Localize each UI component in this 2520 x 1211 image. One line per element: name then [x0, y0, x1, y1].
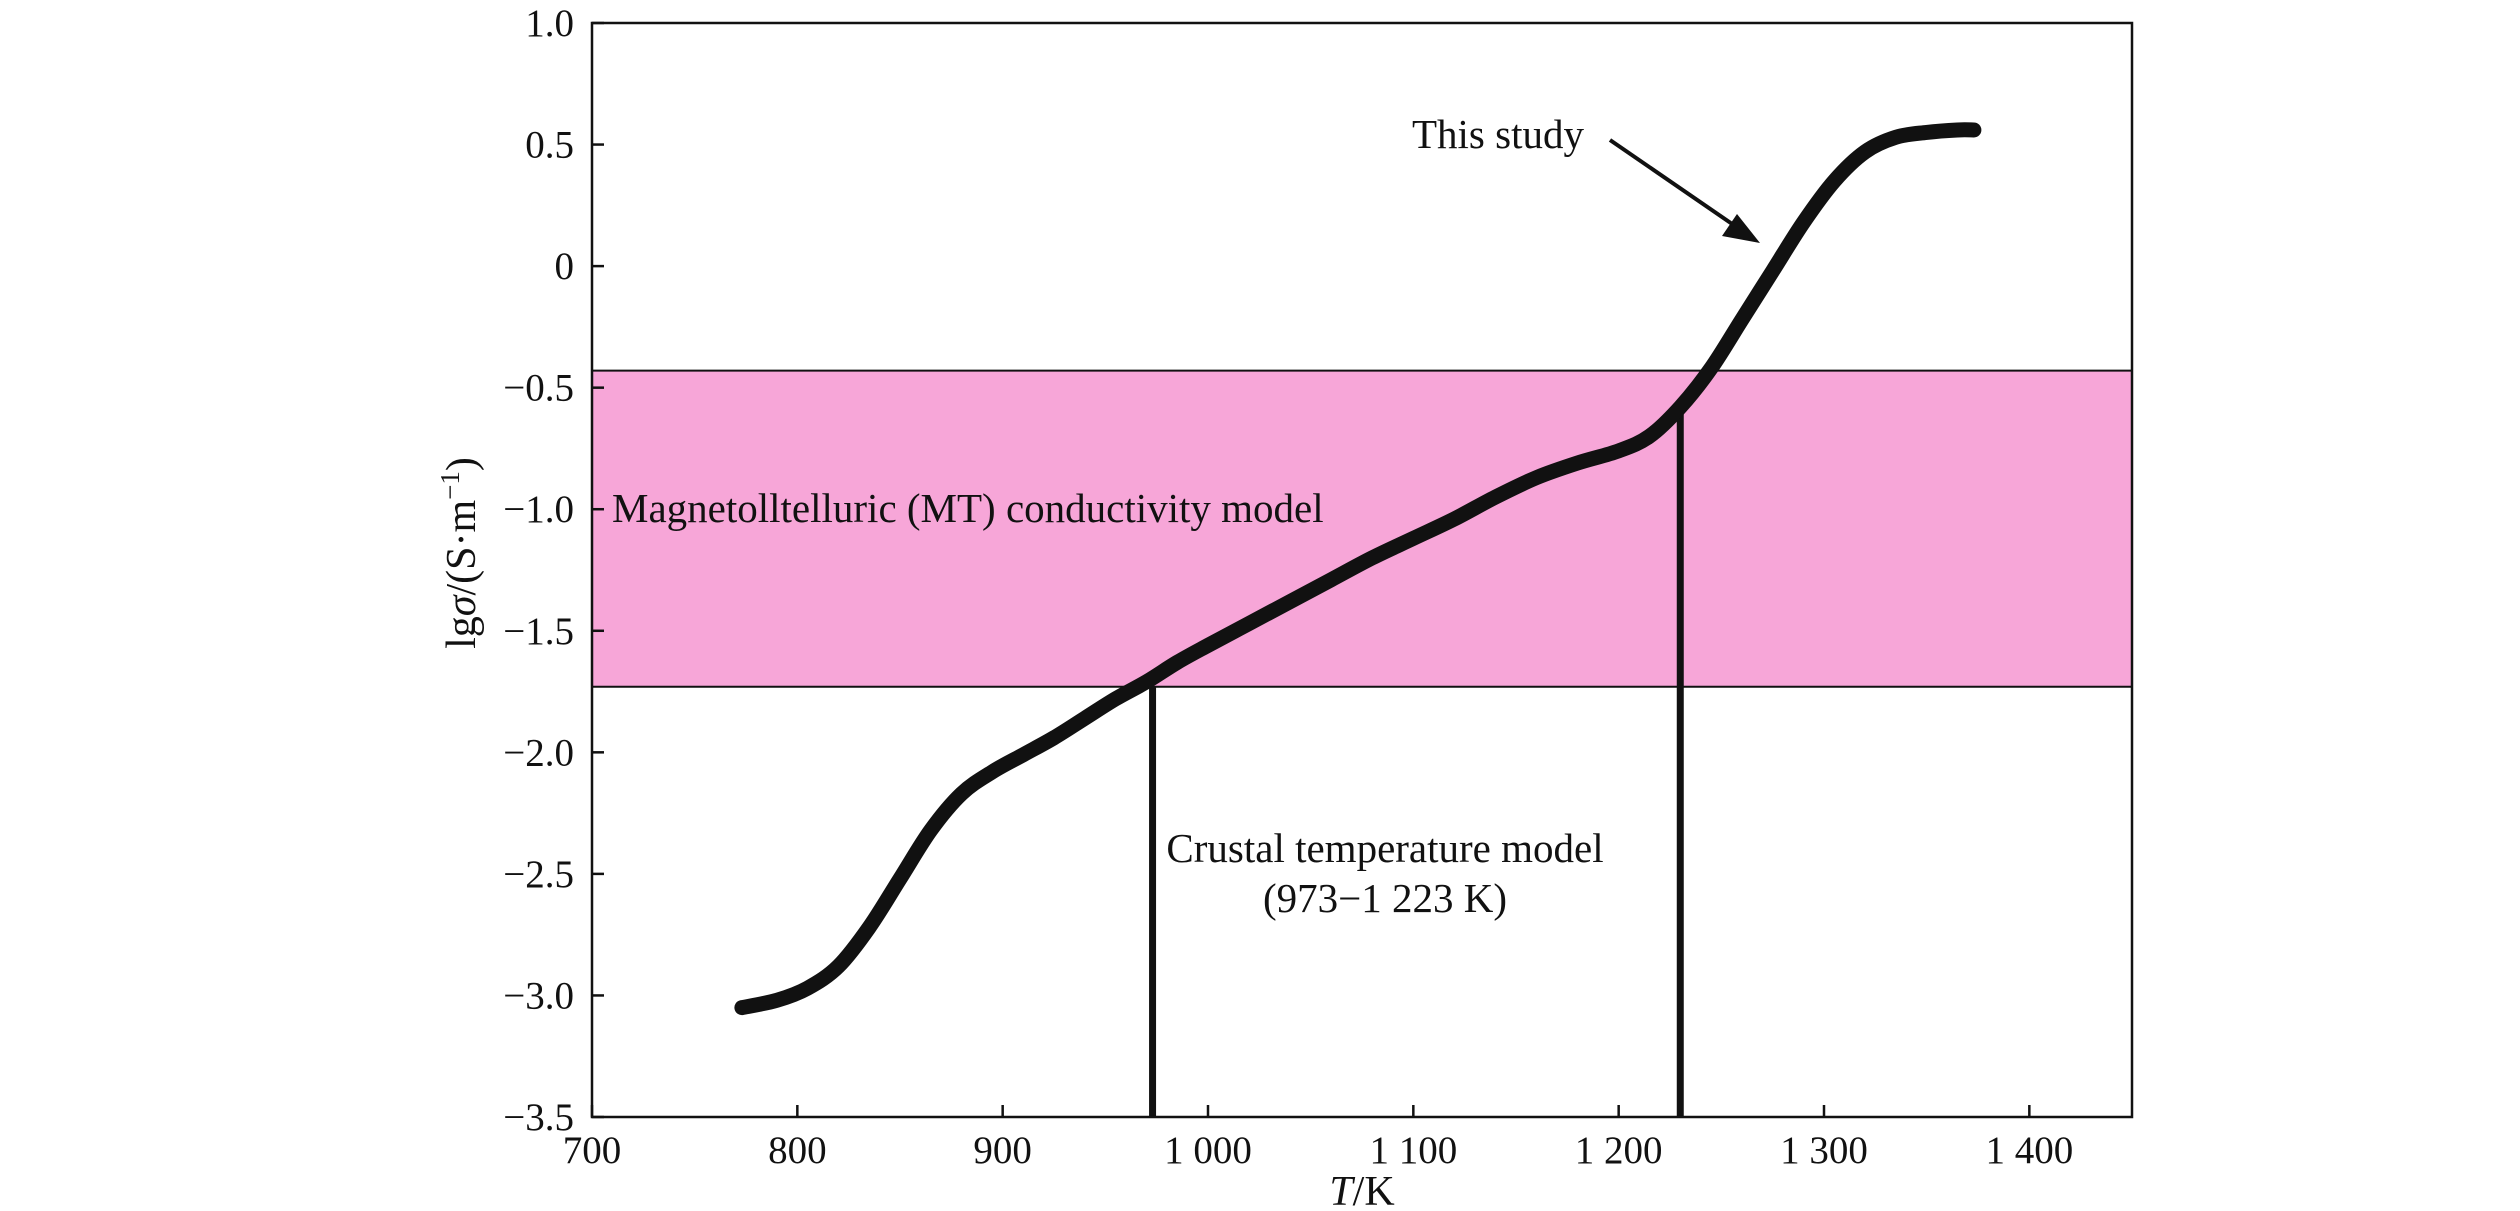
y-axis-symbol: σ — [439, 593, 485, 616]
x-tick-label: 1 400 — [1985, 1129, 2073, 1172]
y-tick-label: −2.0 — [503, 731, 574, 774]
x-tick-label: 1 300 — [1780, 1129, 1868, 1172]
x-tick-label: 1 100 — [1369, 1129, 1457, 1172]
x-tick-label: 800 — [768, 1129, 827, 1172]
y-tick-label: 0.5 — [525, 124, 574, 167]
y-tick-label: −3.5 — [503, 1096, 574, 1139]
x-axis-title: T/K — [1329, 1169, 1394, 1211]
y-axis-prefix: lg — [439, 616, 485, 649]
this-study-arrow — [1608, 138, 1760, 243]
y-tick-label: −0.5 — [503, 367, 574, 410]
y-tick-label: −3.0 — [503, 974, 574, 1017]
y-tick-label: −2.5 — [503, 853, 574, 896]
x-tick-label: 700 — [563, 1129, 622, 1172]
y-axis-unit: /(S·m — [439, 500, 485, 596]
y-axis-exponent: −1 — [435, 471, 465, 500]
y-axis-title: lgσ/(S·m−1) — [435, 457, 485, 649]
x-axis-symbol: T — [1329, 1169, 1355, 1211]
y-axis-close: ) — [439, 457, 485, 471]
x-tick-label: 1 200 — [1575, 1129, 1663, 1172]
crustal-label-line1: Crustal temperature model — [1166, 825, 1603, 871]
band-label: Magnetolltelluric (MT) conductivity mode… — [612, 485, 1324, 531]
x-axis-unit: /K — [1353, 1169, 1395, 1211]
y-tick-label: 1.0 — [525, 2, 574, 45]
arrow-head — [1722, 214, 1760, 243]
mt-conductivity-band — [592, 370, 2132, 687]
crustal-label-line2: (973−1 223 K) — [1263, 875, 1507, 921]
y-tick-label: −1.0 — [503, 488, 574, 531]
this-study-label: This study — [1412, 111, 1584, 157]
plot-frame — [590, 21, 2134, 1119]
arrow-shaft — [1608, 138, 1740, 230]
x-tick-label: 1 000 — [1164, 1129, 1252, 1172]
y-tick-label: −1.5 — [503, 610, 574, 653]
x-tick-label: 900 — [973, 1129, 1032, 1172]
series-line-1 — [734, 122, 1982, 1016]
y-tick-label: 0 — [555, 245, 575, 288]
